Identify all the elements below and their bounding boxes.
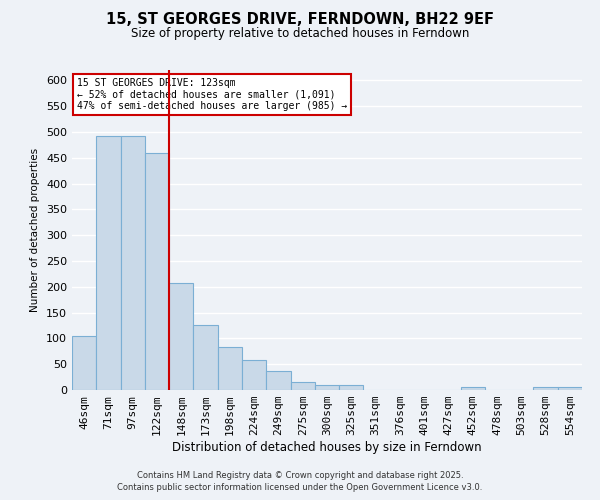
Bar xyxy=(169,282,193,390)
Bar xyxy=(266,371,290,390)
Bar xyxy=(558,388,582,390)
Bar xyxy=(193,326,218,390)
Bar xyxy=(242,360,266,390)
Bar xyxy=(145,152,169,390)
Bar xyxy=(96,136,121,390)
Bar xyxy=(72,336,96,390)
Bar xyxy=(533,388,558,390)
Bar xyxy=(315,385,339,390)
Bar xyxy=(339,385,364,390)
Text: Size of property relative to detached houses in Ferndown: Size of property relative to detached ho… xyxy=(131,28,469,40)
Y-axis label: Number of detached properties: Number of detached properties xyxy=(31,148,40,312)
Bar xyxy=(121,136,145,390)
Text: Contains HM Land Registry data © Crown copyright and database right 2025.
Contai: Contains HM Land Registry data © Crown c… xyxy=(118,471,482,492)
X-axis label: Distribution of detached houses by size in Ferndown: Distribution of detached houses by size … xyxy=(172,441,482,454)
Text: 15 ST GEORGES DRIVE: 123sqm
← 52% of detached houses are smaller (1,091)
47% of : 15 ST GEORGES DRIVE: 123sqm ← 52% of det… xyxy=(77,78,347,111)
Bar xyxy=(461,388,485,390)
Bar xyxy=(218,347,242,390)
Bar xyxy=(290,382,315,390)
Text: 15, ST GEORGES DRIVE, FERNDOWN, BH22 9EF: 15, ST GEORGES DRIVE, FERNDOWN, BH22 9EF xyxy=(106,12,494,28)
